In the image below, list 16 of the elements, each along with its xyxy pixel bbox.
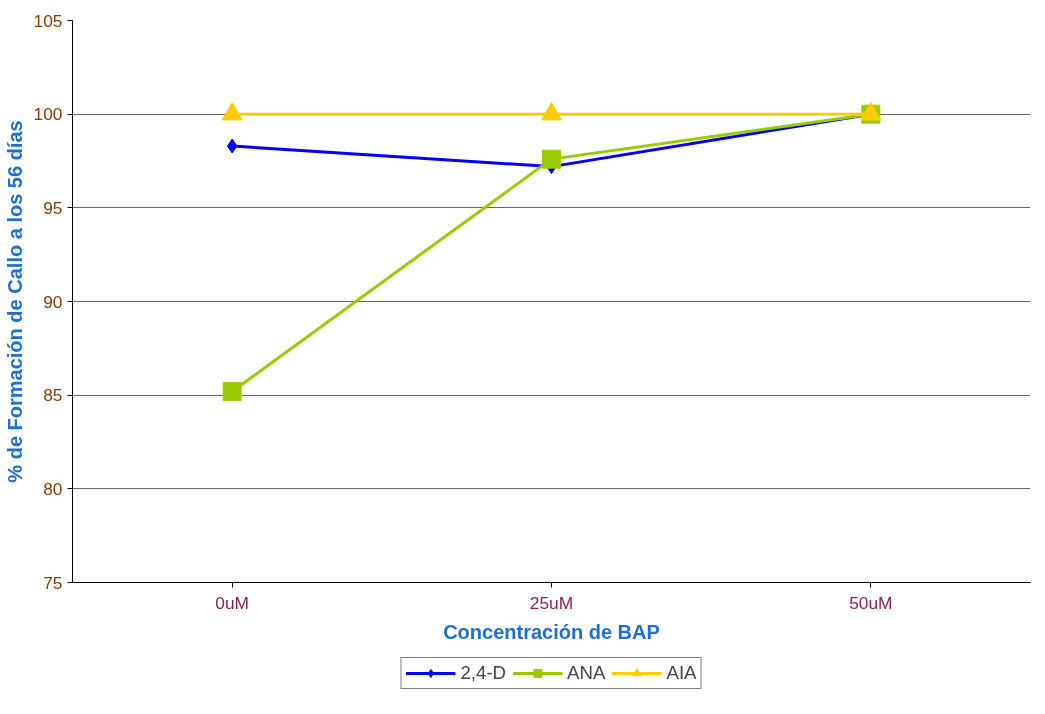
x-tick-label: 50uM: [849, 592, 893, 613]
legend-label: ANA: [567, 661, 606, 684]
y-tick-label: 105: [33, 10, 63, 31]
y-axis-title: % de Formación de Callo a los 56 días: [3, 120, 26, 483]
x-axis-title: Concentración de BAP: [443, 620, 660, 643]
legend-label: AIA: [666, 661, 697, 684]
x-tick-label: 0uM: [215, 592, 250, 613]
point: [222, 381, 242, 401]
y-tick-label: 75: [43, 572, 63, 593]
y-tick-label: 95: [43, 197, 63, 218]
x-tick-label: 25uM: [529, 592, 574, 613]
y-tick-label: 85: [43, 385, 63, 406]
y-tick-label: 80: [43, 478, 63, 499]
legend-label: 2,4-D: [460, 661, 507, 684]
y-tick-label: 90: [43, 291, 63, 312]
y-tick-label: 100: [33, 104, 63, 125]
